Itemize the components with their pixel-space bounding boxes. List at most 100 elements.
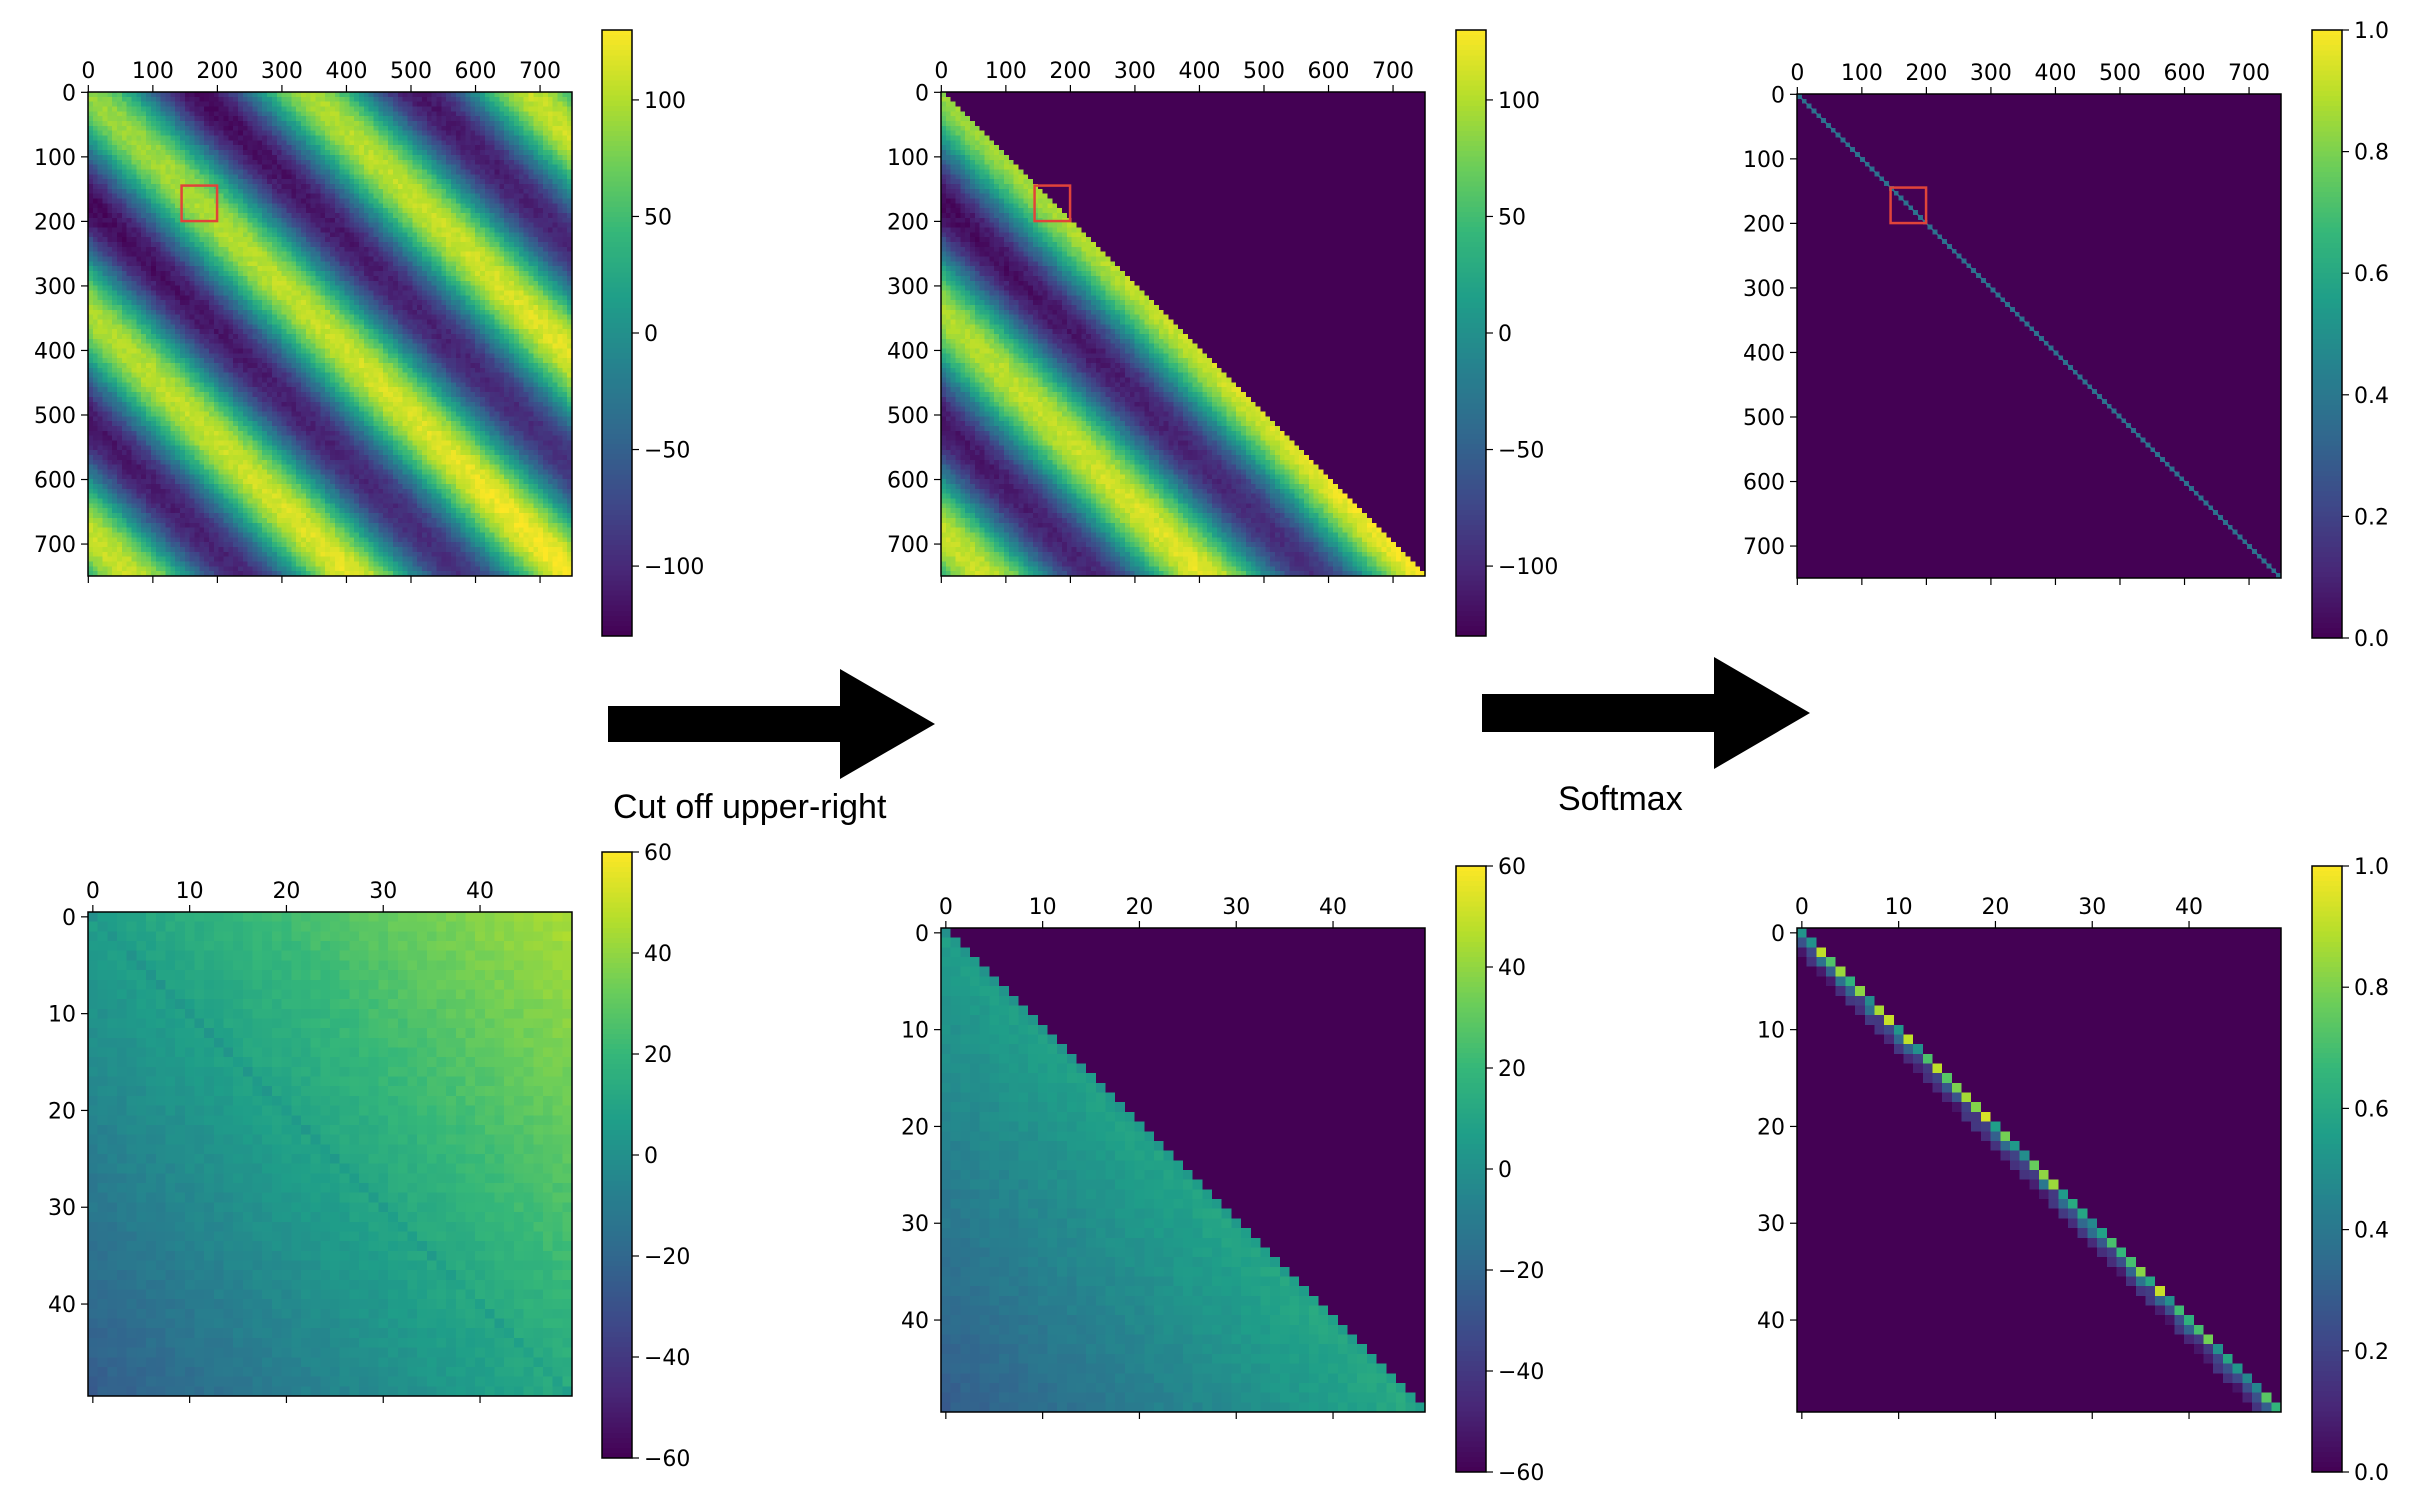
heatmap-cell [306, 300, 311, 305]
heatmap-cell [88, 92, 93, 97]
heatmap-cell [359, 257, 364, 262]
heatmap-cell [199, 276, 204, 281]
heatmap-cell [185, 257, 190, 262]
heatmap-cell [257, 198, 262, 203]
heatmap-cell [524, 198, 529, 203]
heatmap-cell [151, 271, 156, 276]
heatmap-cell [417, 111, 422, 116]
heatmap-cell [383, 257, 388, 262]
heatmap-cell [209, 126, 214, 131]
heatmap-cell [514, 165, 519, 170]
heatmap-cell [146, 329, 151, 334]
heatmap-cell [466, 140, 471, 145]
heatmap-cell [257, 276, 262, 281]
heatmap-cell [553, 266, 558, 271]
heatmap-cell [88, 290, 93, 295]
heatmap-cell [170, 160, 175, 165]
heatmap-cell [335, 295, 340, 300]
heatmap-cell [272, 281, 277, 286]
heatmap-cell [369, 121, 374, 126]
heatmap-cell [301, 160, 306, 165]
heatmap-cell [514, 136, 519, 141]
heatmap-cell [340, 111, 345, 116]
heatmap-cell [103, 155, 108, 160]
heatmap-cell [267, 228, 272, 233]
heatmap-cell [199, 208, 204, 213]
heatmap-cell [228, 295, 233, 300]
heatmap-cell [383, 208, 388, 213]
heatmap-cell [132, 286, 137, 291]
heatmap-cell [451, 242, 456, 247]
heatmap-cell [127, 169, 132, 174]
heatmap-cell [514, 295, 519, 300]
heatmap-cell [190, 300, 195, 305]
heatmap-cell [156, 228, 161, 233]
heatmap-cell [345, 150, 350, 155]
heatmap-cell [432, 319, 437, 324]
heatmap-cell [490, 111, 495, 116]
heatmap-cell [514, 102, 519, 107]
heatmap-cell [156, 213, 161, 218]
heatmap-cell [127, 136, 132, 141]
heatmap-cell [136, 228, 141, 233]
heatmap-cell [470, 261, 475, 266]
heatmap-cell [151, 92, 156, 97]
heatmap-cell [238, 92, 243, 97]
heatmap-cell [349, 121, 354, 126]
heatmap-cell [345, 131, 350, 136]
heatmap-cell [485, 252, 490, 257]
heatmap-cell [345, 232, 350, 237]
heatmap-cell [257, 97, 262, 102]
heatmap-cell [495, 324, 500, 329]
heatmap-cell [257, 150, 262, 155]
heatmap-cell [243, 237, 248, 242]
heatmap-cell [233, 232, 238, 237]
heatmap-cell [117, 169, 122, 174]
heatmap-cell [175, 131, 180, 136]
heatmap-cell [499, 266, 504, 271]
heatmap-cell [412, 116, 417, 121]
heatmap-cell [364, 165, 369, 170]
heatmap-cell [306, 237, 311, 242]
heatmap-cell [296, 290, 301, 295]
heatmap-cell [393, 116, 398, 121]
heatmap-cell [228, 145, 233, 150]
heatmap-cell [427, 92, 432, 97]
heatmap-cell [93, 295, 98, 300]
heatmap-cell [504, 203, 509, 208]
heatmap-cell [354, 310, 359, 315]
heatmap-cell [88, 266, 93, 271]
heatmap-cell [233, 198, 238, 203]
heatmap-cell [185, 92, 190, 97]
heatmap-cell [359, 276, 364, 281]
heatmap-cell [398, 315, 403, 320]
heatmap-cell [107, 155, 112, 160]
heatmap-cell [403, 169, 408, 174]
heatmap-cell [345, 136, 350, 141]
heatmap-cell [345, 329, 350, 334]
heatmap-cell [132, 324, 137, 329]
heatmap-cell [407, 213, 412, 218]
heatmap-cell [383, 300, 388, 305]
heatmap-cell [388, 218, 393, 223]
heatmap-cell [509, 271, 514, 276]
heatmap-cell [398, 237, 403, 242]
heatmap-cell [306, 228, 311, 233]
heatmap-cell [427, 136, 432, 141]
heatmap-cell [93, 305, 98, 310]
heatmap-cell [557, 315, 562, 320]
heatmap-cell [519, 261, 524, 266]
heatmap-cell [243, 155, 248, 160]
heatmap-cell [267, 242, 272, 247]
heatmap-cell [490, 271, 495, 276]
heatmap-cell [335, 155, 340, 160]
heatmap-cell [340, 97, 345, 102]
heatmap-cell [272, 223, 277, 228]
heatmap-cell [286, 169, 291, 174]
heatmap-cell [199, 315, 204, 320]
heatmap-cell [509, 111, 514, 116]
heatmap-cell [524, 165, 529, 170]
heatmap-cell [277, 310, 282, 315]
heatmap-cell [257, 160, 262, 165]
heatmap-cell [514, 194, 519, 199]
